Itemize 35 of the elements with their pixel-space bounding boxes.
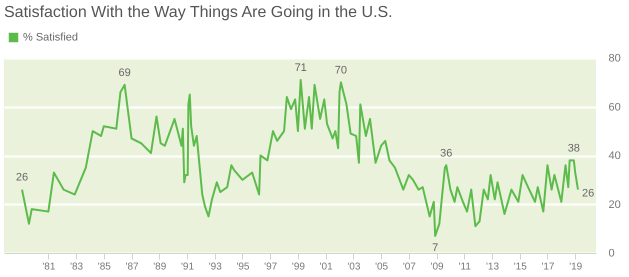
x-tick-label: '11 [458,262,472,272]
x-tick-label: '81 [42,262,56,272]
annotation: 38 [568,142,580,154]
x-tick-label: '09 [430,262,444,272]
annotation: 7 [432,242,438,254]
y-tick-label: 60 [608,101,621,114]
y-tick-label: 0 [608,248,615,260]
annotation: 69 [118,66,131,79]
x-tick-label: '95 [236,262,250,272]
x-tick-label: '03 [347,262,361,272]
y-tick-label: 80 [608,52,621,64]
x-tick-label: '85 [98,262,112,272]
x-tick-label: '97 [264,262,278,272]
y-tick-label: 40 [608,150,621,162]
x-tick-label: '87 [126,262,139,272]
x-tick-label: '83 [70,262,84,272]
x-tick-label: '93 [208,262,222,272]
legend-label: % Satisfied [23,32,78,44]
annotation: 36 [440,147,452,160]
x-tick-label: '05 [375,262,389,272]
annotation: 26 [16,172,28,184]
annotation: 70 [334,64,348,76]
x-tick-label: '19 [569,262,583,272]
x-tick-label: '89 [153,262,167,272]
x-tick-label: '01 [320,262,334,272]
x-tick-label: '15 [514,262,528,272]
annotation: 26 [582,188,594,200]
y-tick-label: 20 [608,198,621,211]
x-tick-label: '17 [541,262,555,272]
x-tick-label: '13 [486,262,500,272]
chart-title: Satisfaction With the Way Things Are Going in the U.S. [4,4,393,21]
x-tick-label: '99 [292,262,306,272]
x-tick-label: '07 [402,262,416,272]
x-tick-label: '91 [180,262,194,272]
annotation: 71 [294,62,307,74]
